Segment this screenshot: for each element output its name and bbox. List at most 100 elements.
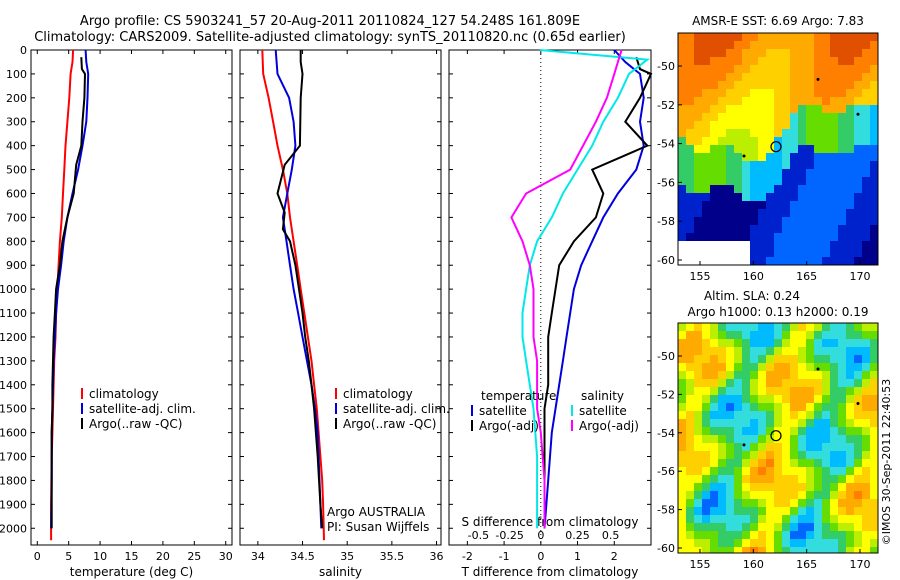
map-cell — [758, 355, 766, 363]
map-cell — [830, 81, 838, 89]
map-x-tick-label: 165 — [796, 270, 817, 283]
map-cell — [694, 331, 702, 339]
map-cell — [774, 81, 782, 89]
map-cell — [726, 411, 734, 419]
map-cell — [694, 137, 702, 145]
map-cell — [846, 137, 854, 145]
map-cell — [838, 379, 846, 387]
map-cell — [830, 523, 838, 531]
map-cell — [710, 97, 718, 105]
map-cell — [790, 475, 798, 483]
map-cell — [806, 81, 814, 89]
map-cell — [710, 73, 718, 81]
map-cell — [782, 331, 790, 339]
map-cell — [678, 185, 686, 193]
map-cell — [814, 193, 822, 201]
map-cell — [726, 97, 734, 105]
series-line — [276, 50, 324, 529]
map-cell — [766, 339, 774, 347]
map-cell — [790, 73, 798, 81]
map-cell — [862, 233, 870, 241]
map-cell — [734, 137, 742, 145]
island-dot — [816, 77, 820, 81]
map-cell — [726, 249, 734, 257]
map-cell — [806, 65, 814, 73]
map-cell — [686, 161, 694, 169]
map-cell — [750, 475, 758, 483]
map-cell — [766, 73, 774, 81]
map-cell — [702, 435, 710, 443]
map-cell — [710, 121, 718, 129]
map-cell — [726, 507, 734, 515]
map-cell — [742, 137, 750, 145]
map-cell — [782, 371, 790, 379]
map-cell — [678, 491, 686, 499]
map-cell — [726, 371, 734, 379]
map-cell — [710, 419, 718, 427]
map-cell — [742, 257, 750, 265]
map-cell — [790, 137, 798, 145]
map-cell — [790, 33, 798, 41]
map-cell — [798, 193, 806, 201]
map-cell — [758, 113, 766, 121]
map-cell — [734, 121, 742, 129]
map-cell — [686, 145, 694, 153]
map-cell — [838, 89, 846, 97]
map-cell — [686, 443, 694, 451]
map-cell — [814, 483, 822, 491]
map-cell — [766, 169, 774, 177]
map-cell — [742, 523, 750, 531]
map-cell — [782, 467, 790, 475]
map-cell — [838, 97, 846, 105]
legend-header-salinity: salinity — [581, 389, 624, 403]
map-cell — [742, 249, 750, 257]
map-cell — [854, 145, 862, 153]
map-cell — [678, 81, 686, 89]
map-cell — [742, 177, 750, 185]
map-cell — [758, 201, 766, 209]
map-cell — [766, 363, 774, 371]
map-cell — [830, 355, 838, 363]
map-cell — [766, 467, 774, 475]
map-cell — [766, 57, 774, 65]
map-cell — [742, 161, 750, 169]
map-cell — [798, 435, 806, 443]
map-cell — [814, 451, 822, 459]
map-cell — [806, 531, 814, 539]
map-cell — [702, 65, 710, 73]
map-cell — [750, 169, 758, 177]
map-cell — [814, 65, 822, 73]
map-cell — [822, 145, 830, 153]
x-tick-label: 20 — [156, 550, 170, 563]
map-cell — [726, 323, 734, 331]
map-cell — [814, 57, 822, 65]
map-cell — [870, 435, 878, 443]
map-cell — [862, 97, 870, 105]
map-cell — [774, 49, 782, 57]
map-cell — [766, 249, 774, 257]
map-cell — [726, 467, 734, 475]
map-cell — [790, 411, 798, 419]
map-cell — [798, 499, 806, 507]
map-cell — [838, 225, 846, 233]
map-cell — [838, 419, 846, 427]
map-cell — [766, 499, 774, 507]
map-cell — [734, 249, 742, 257]
map-cell — [710, 49, 718, 57]
map-cell — [702, 209, 710, 217]
map-cell — [710, 467, 718, 475]
map-cell — [854, 531, 862, 539]
map-cell — [766, 547, 774, 553]
map-cell — [862, 411, 870, 419]
map-cell — [814, 73, 822, 81]
map-cell — [870, 483, 878, 491]
map-cell — [822, 41, 830, 49]
map-cell — [758, 145, 766, 153]
map-cell — [854, 427, 862, 435]
map-cell — [822, 233, 830, 241]
map-cell — [854, 73, 862, 81]
map-cell — [694, 225, 702, 233]
map-cell — [750, 201, 758, 209]
map-cell — [742, 233, 750, 241]
map-cell — [862, 161, 870, 169]
